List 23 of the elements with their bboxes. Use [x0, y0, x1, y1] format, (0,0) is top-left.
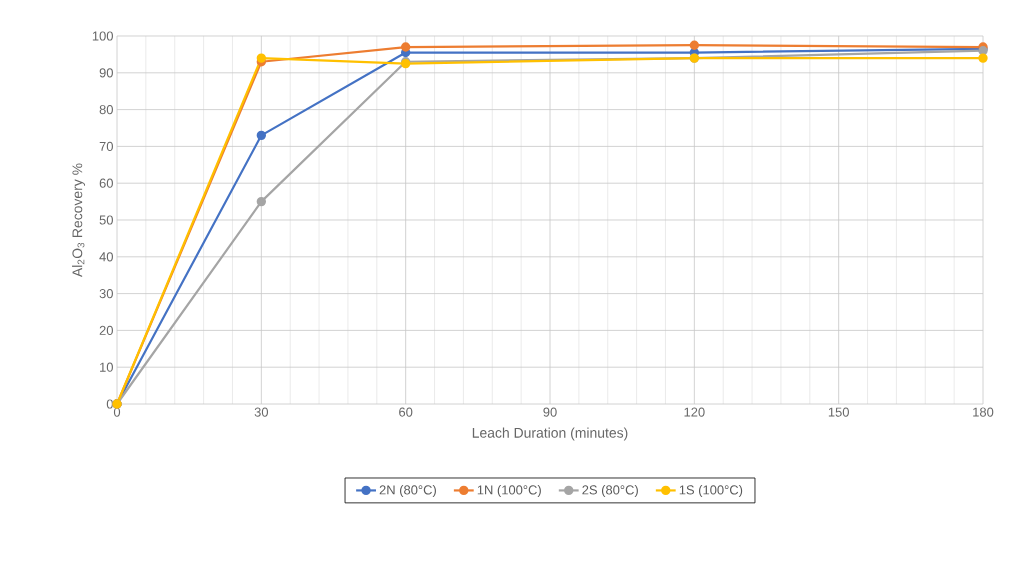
x-tick-label: 120: [684, 407, 705, 417]
x-tick-label: 150: [828, 407, 849, 417]
y-tick-label: 20: [99, 325, 113, 335]
legend-label: 1S (100°C): [679, 484, 743, 498]
y-tick-label: 80: [99, 105, 113, 115]
y-tick-label: 70: [99, 141, 113, 151]
y-tick-label: 40: [99, 252, 113, 262]
y-tick-label: 60: [99, 178, 113, 188]
y-tick-label: 90: [99, 68, 113, 78]
x-axis-title: Leach Duration (minutes): [472, 427, 628, 441]
y-tick-label: 0: [106, 399, 113, 409]
legend-label: 2S (80°C): [582, 484, 638, 498]
x-tick-label: 90: [543, 407, 557, 417]
x-tick-label: 30: [254, 407, 269, 417]
y-tick-label: 50: [99, 215, 113, 225]
y-tick-label: 30: [99, 289, 113, 299]
y-tick-label: 10: [100, 362, 113, 372]
x-tick-label: 180: [973, 407, 994, 417]
legend-label: 1N (100°C): [477, 484, 541, 498]
x-tick-label: 60: [399, 407, 413, 417]
y-axis-title: Al$_{2}$O$_{3}$ Recovery %: [72, 163, 86, 278]
legend-label: 2N (80°C): [379, 484, 436, 498]
y-tick-label: 100: [92, 31, 113, 41]
